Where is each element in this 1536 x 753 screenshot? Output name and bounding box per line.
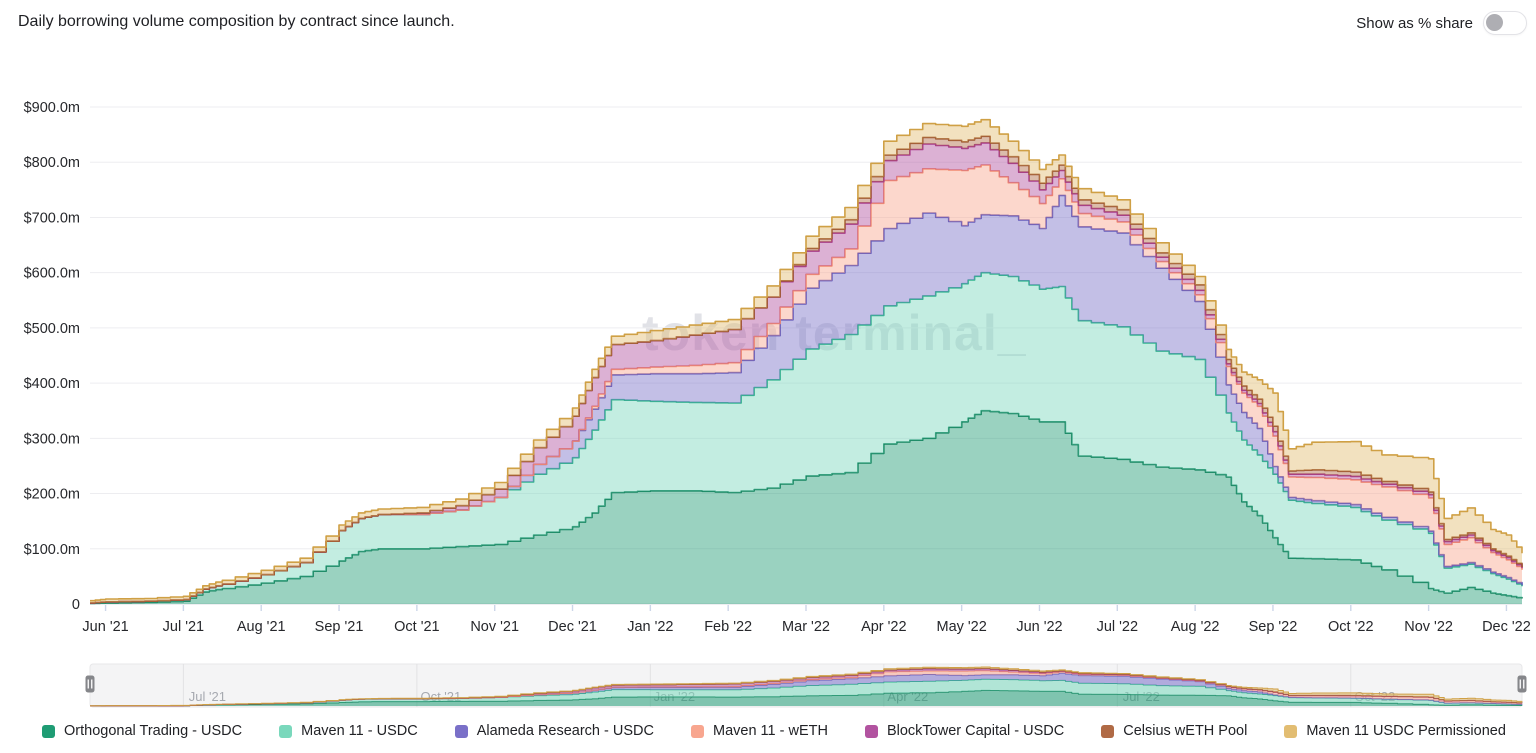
y-tick-label: $600.0m [24,266,80,282]
legend-swatch-icon [279,724,293,738]
legend-swatch-icon [1284,724,1298,738]
area-Maven 11 - wETH [90,670,1522,706]
y-tick-label: $100.0m [24,542,80,558]
area-outline [90,118,1523,602]
area-Orthogonal Trading - USDC [90,410,1522,604]
area-Maven 11 - wETH [90,165,1522,603]
x-tick-label: Aug '22 [1171,619,1220,635]
y-tick-label: $800.0m [24,155,80,171]
y-tick-label: $700.0m [24,210,80,226]
area-Maven 11 - USDC [90,272,1522,604]
percent-share-toggle[interactable] [1483,11,1527,35]
legend-swatch-icon [42,724,55,738]
percent-share-toggle-group: Show as % share [1356,11,1527,35]
x-tick-label: Oct '22 [1328,619,1373,635]
legend-item-maven-11-usdc[interactable]: Maven 11 - USDC [279,723,418,739]
y-tick-label: $900.0m [24,100,80,116]
y-tick-label: $300.0m [24,431,80,447]
legend-swatch-icon [1101,724,1115,738]
x-tick-label: Jun '21 [82,619,128,635]
legend-item-celsius-weth-pool[interactable]: Celsius wETH Pool [1101,723,1247,739]
x-tick-label: Mar '22 [782,619,830,635]
y-tick-label: $400.0m [24,376,80,392]
x-tick-label: Apr '22 [861,619,907,635]
navigator-tick-label: Jul '21 [189,689,226,704]
x-tick-label: Jul '22 [1097,619,1138,635]
navigator-handle-right[interactable] [1517,675,1527,693]
y-tick-label: $200.0m [24,487,80,503]
x-tick-label: May '22 [936,619,986,635]
x-tick-label: Sep '21 [315,619,364,635]
legend-swatch-icon [864,724,878,738]
legend-label: Alameda Research - USDC [476,723,654,739]
x-tick-label: Nov '21 [470,619,519,635]
y-tick-label: $500.0m [24,321,80,337]
area-Maven 11 USDC Permissioned [90,119,1522,603]
y-axis-labels: 0 $100.0m $200.0m $300.0m $400.0m $500.0m $600… [24,100,80,613]
x-tick-label: Dec '22 [1482,619,1531,635]
legend-swatch-icon [454,724,468,738]
legend-item-maven-11-usdc-permissioned[interactable]: Maven 11 USDC Permissioned [1284,723,1506,739]
y-tick-label: 0 [72,597,80,613]
chart-header: Daily borrowing volume composition by co… [0,0,1536,46]
toggle-knob-icon [1486,14,1503,31]
x-tick-label: Aug '21 [237,619,286,635]
x-axis-ticks [104,605,1508,611]
x-tick-label: Feb '22 [704,619,752,635]
legend-item-blocktower-capital-usdc[interactable]: BlockTower Capital - USDC [864,723,1065,739]
x-axis-labels: Jun '21 Jul '21 Aug '21 Sep '21 Oct '21 Nov '… [82,619,1530,635]
percent-share-toggle-label: Show as % share [1356,14,1473,32]
chart-title: Daily borrowing volume composition by co… [18,13,455,30]
legend-label: BlockTower Capital - USDC [886,723,1065,739]
legend-label: Maven 11 - wETH [712,723,828,739]
navigator-handle-left[interactable] [85,675,95,693]
legend-label: Orthogonal Trading - USDC [64,723,243,739]
x-tick-label: Jan '22 [627,619,673,635]
legend-swatch-icon [690,724,704,738]
legend: Orthogonal Trading - USDC Maven 11 - USD… [42,723,1506,739]
x-tick-label: Jun '22 [1016,619,1062,635]
x-tick-label: Sep '22 [1249,619,1298,635]
navigator-areas [90,666,1523,707]
legend-item-alameda-research-usdc[interactable]: Alameda Research - USDC [454,723,654,739]
x-tick-label: Nov '22 [1404,619,1453,635]
area-Alameda Research - USDC [90,673,1522,706]
y-gridlines [90,106,1522,605]
x-tick-label: Oct '21 [394,619,439,635]
x-tick-label: Jul '21 [163,619,204,635]
legend-label: Maven 11 USDC Permissioned [1306,723,1506,739]
x-tick-label: Dec '21 [548,619,597,635]
area-Alameda Research - USDC [90,195,1522,603]
legend-label: Maven 11 - USDC [301,723,418,739]
legend-item-orthogonal-trading-usdc[interactable]: Orthogonal Trading - USDC [42,723,242,739]
area-Orthogonal Trading - USDC [90,690,1522,706]
legend-label: Celsius wETH Pool [1123,723,1248,739]
area-outline [90,666,1523,707]
plot-area[interactable] [90,118,1523,605]
area-outline [90,409,1523,605]
legend-item-maven-11-weth[interactable]: Maven 11 - wETH [690,723,828,739]
